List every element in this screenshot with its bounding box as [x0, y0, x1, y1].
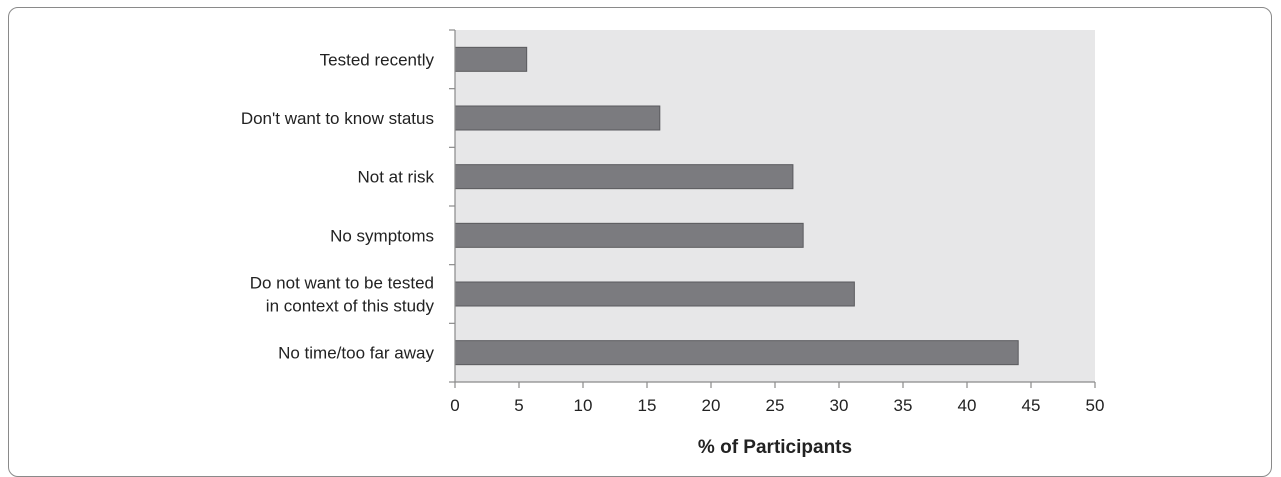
bar-chart: Tested recently Don't want to know status…: [241, 29, 1104, 458]
bar: [454, 340, 1019, 366]
bar: [454, 105, 661, 131]
x-ticks: 0 5 10 15 20 25 30 35 40 45 50: [450, 382, 1104, 415]
x-tick-label: 40: [958, 396, 977, 415]
category-label: Not at risk: [357, 168, 434, 187]
x-tick-label: 0: [450, 396, 459, 415]
bar: [454, 46, 528, 72]
category-label: Don't want to know status: [241, 109, 434, 128]
category-labels: Tested recently Don't want to know status…: [241, 50, 435, 362]
category-label: Tested recently: [320, 50, 435, 69]
category-label: No time/too far away: [278, 344, 434, 363]
category-label: No symptoms: [330, 226, 434, 245]
x-tick-label: 20: [702, 396, 721, 415]
bar: [454, 222, 804, 248]
x-tick-label: 30: [830, 396, 849, 415]
x-tick-label: 5: [514, 396, 523, 415]
plot-area: [455, 30, 1095, 382]
x-tick-label: 50: [1086, 396, 1105, 415]
bar: [454, 164, 794, 190]
x-tick-label: 10: [574, 396, 593, 415]
x-axis-title: % of Participants: [698, 437, 852, 458]
bars-group: [454, 46, 1019, 366]
x-tick-label: 15: [638, 396, 657, 415]
x-tick-label: 25: [766, 396, 785, 415]
x-tick-label: 35: [894, 396, 913, 415]
x-tick-label: 45: [1022, 396, 1041, 415]
bar: [454, 281, 855, 307]
category-label: Do not want to be tested in context of th…: [250, 274, 435, 316]
